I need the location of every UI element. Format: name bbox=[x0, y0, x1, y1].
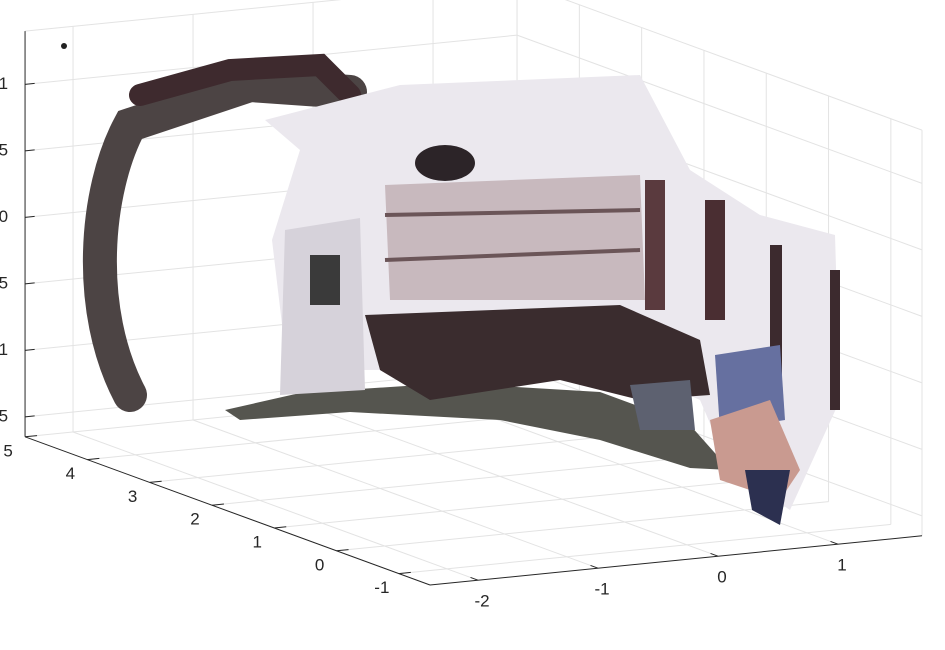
y-tick bbox=[274, 526, 287, 529]
floor-shadow bbox=[225, 383, 730, 470]
x-tick-label: -1 bbox=[594, 580, 609, 599]
x-tick bbox=[830, 540, 839, 545]
point-cloud bbox=[61, 43, 840, 525]
grid-line bbox=[516, 34, 923, 184]
z-tick-label: 0.5 bbox=[0, 140, 8, 159]
x-tick-label: 0 bbox=[717, 568, 726, 587]
z-tick-label: 1 bbox=[0, 74, 8, 93]
z-tick-label: -1 bbox=[0, 340, 8, 359]
stripe bbox=[830, 270, 840, 410]
y-tick bbox=[87, 457, 100, 461]
z-tick bbox=[25, 215, 35, 218]
desk-dark bbox=[365, 305, 710, 400]
x-tick-label: -2 bbox=[474, 592, 489, 611]
cabinet bbox=[280, 218, 365, 395]
box-edge bbox=[564, 0, 923, 131]
top-dark bbox=[129, 53, 361, 106]
grid-line bbox=[72, 431, 479, 581]
y-tick bbox=[211, 503, 224, 506]
z-tick-label: -1.5 bbox=[0, 406, 8, 425]
y-tick bbox=[336, 549, 349, 552]
z-tick-label: 0 bbox=[0, 207, 8, 226]
z-tick bbox=[25, 149, 35, 152]
z-tick bbox=[25, 82, 35, 85]
grid-line bbox=[274, 478, 767, 529]
y-tick-label: 4 bbox=[66, 464, 75, 483]
y-tick-label: 5 bbox=[3, 441, 12, 460]
z-tick bbox=[25, 282, 35, 285]
grid-line bbox=[211, 455, 704, 506]
box-edge bbox=[25, 0, 342, 32]
y-tick-label: 2 bbox=[190, 510, 199, 529]
y-tick bbox=[398, 571, 411, 575]
grid-line bbox=[336, 501, 829, 552]
z-tick bbox=[25, 348, 35, 351]
doorway bbox=[705, 200, 725, 320]
grid-line bbox=[312, 407, 719, 557]
x-tick bbox=[470, 576, 479, 581]
y-tick bbox=[149, 480, 162, 483]
navy-legs bbox=[745, 470, 790, 525]
grid-line bbox=[149, 432, 642, 483]
z-tick-label: -0.5 bbox=[0, 273, 8, 292]
z-tick bbox=[25, 415, 35, 418]
x-axis bbox=[429, 535, 923, 586]
shelf-line bbox=[384, 248, 641, 262]
stray-point bbox=[61, 43, 67, 49]
x-tick-label: 1 bbox=[837, 556, 846, 575]
dark-spot bbox=[415, 145, 475, 181]
y-tick-label: 0 bbox=[315, 555, 324, 574]
axes: -2 -1 0 1 -1 0 1 2 3 4 5 -1.5 -1 -0.5 0 0.5 1 bbox=[0, 31, 923, 611]
grid-line bbox=[192, 419, 599, 569]
doorway bbox=[645, 180, 665, 310]
x-tick bbox=[590, 564, 599, 569]
y-tick bbox=[25, 435, 38, 438]
grid-line bbox=[398, 523, 891, 575]
x-tick bbox=[710, 552, 719, 557]
cabinet-slot bbox=[310, 255, 340, 305]
y-tick-label: 1 bbox=[253, 532, 262, 551]
bin bbox=[630, 380, 695, 430]
stripe bbox=[770, 245, 782, 375]
shelf-line bbox=[384, 208, 641, 217]
y-axis bbox=[24, 436, 431, 586]
left-arch bbox=[82, 67, 367, 412]
y-tick-label: 3 bbox=[128, 487, 137, 506]
y-tick-label: -1 bbox=[374, 578, 389, 597]
shelf bbox=[385, 175, 645, 300]
